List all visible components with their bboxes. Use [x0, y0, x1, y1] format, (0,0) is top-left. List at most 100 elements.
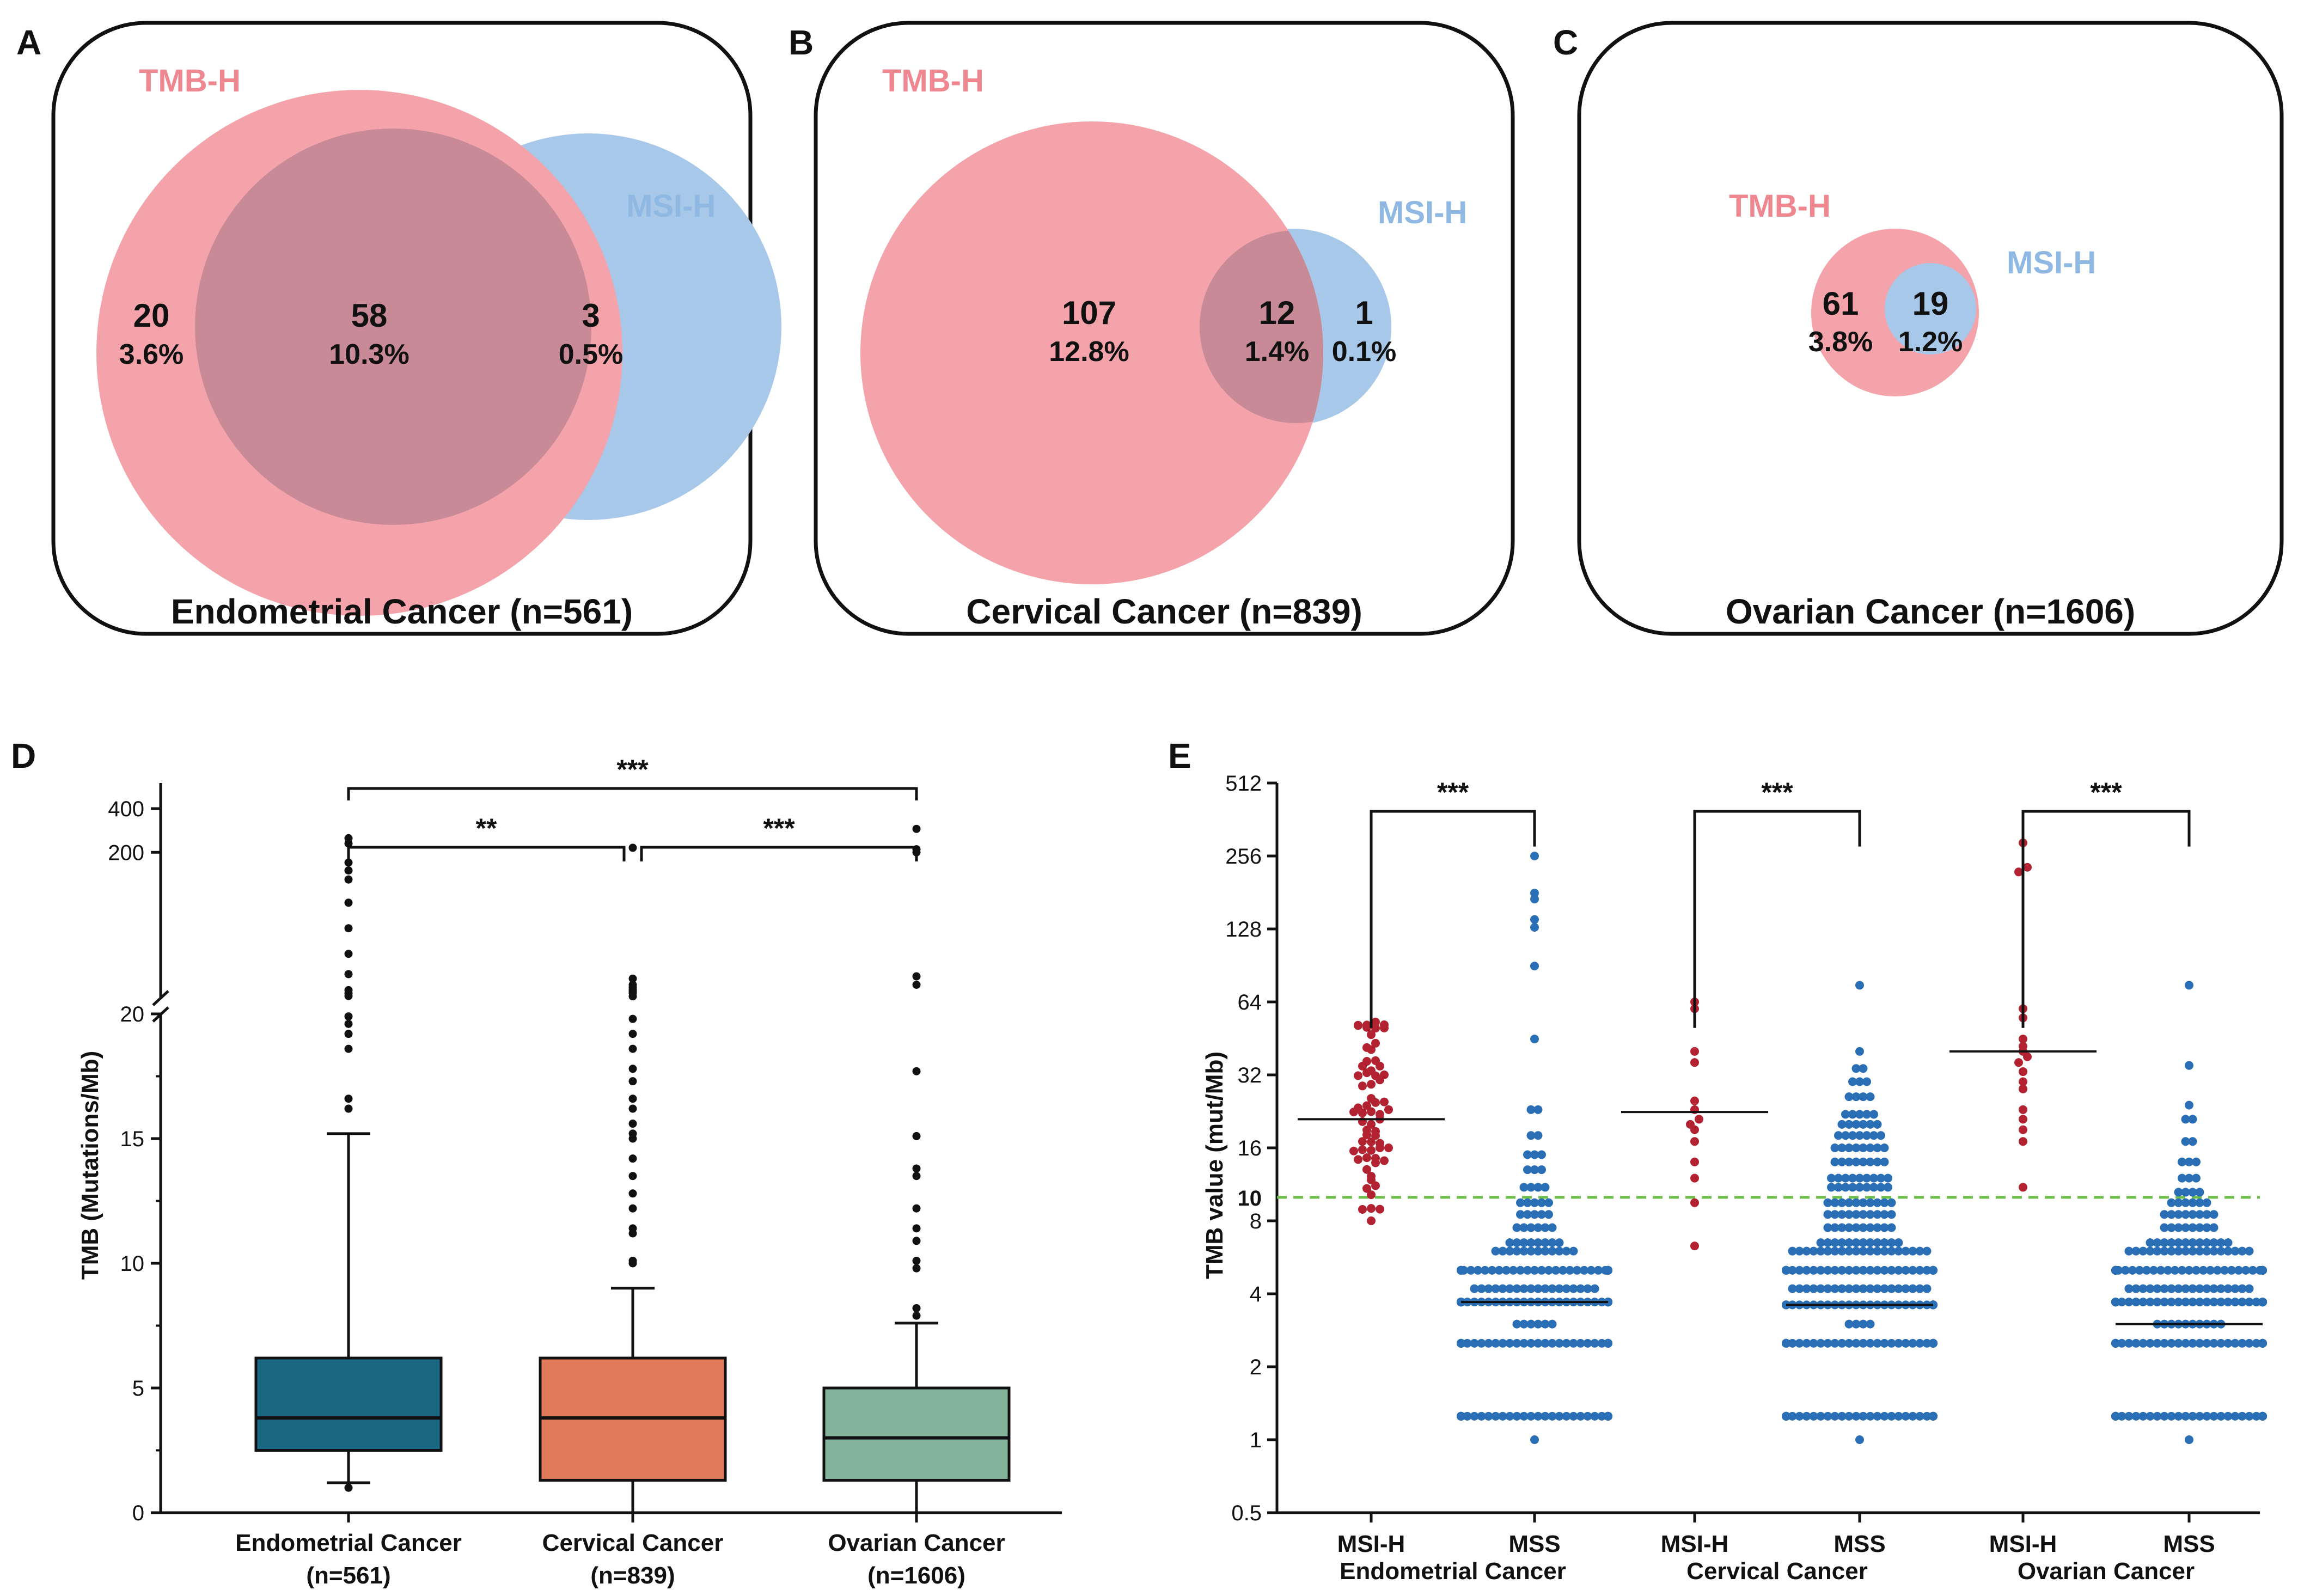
data-point: [1516, 1265, 1525, 1275]
outlier-point: [912, 1224, 921, 1233]
data-point: [1477, 1411, 1486, 1421]
data-point: [1844, 1319, 1854, 1329]
data-point: [1516, 1210, 1525, 1219]
data-point: [1362, 1130, 1371, 1140]
data-point: [2114, 1265, 2123, 1275]
data-point: [2181, 1338, 2190, 1348]
data-point: [1894, 1338, 1903, 1348]
outlier-point: [344, 1030, 353, 1038]
data-point: [2146, 1238, 2155, 1248]
panel-b: B TMB-H MSI-H 107 12.8% 12 1.4% 1 0.1% C…: [789, 21, 1515, 636]
data-point: [1544, 1198, 1553, 1207]
data-point: [1533, 1319, 1543, 1329]
data-point: [1859, 1210, 1868, 1219]
data-point: [1887, 1246, 1896, 1256]
data-point: [2167, 1284, 2176, 1293]
data-point: [2213, 1265, 2222, 1275]
data-point: [1548, 1411, 1557, 1421]
data-point: [2160, 1284, 2169, 1293]
data-point: [1548, 1284, 1557, 1293]
data-point: [2195, 1210, 2204, 1219]
data-point: [1844, 1223, 1854, 1232]
data-point: [1367, 1138, 1376, 1147]
outlier-point: [344, 898, 353, 907]
both-pct-c: 1.2%: [1898, 326, 1963, 358]
data-point: [2138, 1246, 2148, 1256]
data-point: [1915, 1338, 1924, 1348]
data-point: [1844, 1092, 1854, 1102]
data-point: [1690, 1173, 1699, 1183]
data-point: [2195, 1246, 2204, 1256]
data-point: [1354, 1021, 1362, 1030]
significance-label: **: [476, 813, 497, 843]
data-point: [1809, 1246, 1818, 1256]
data-point: [1576, 1338, 1585, 1348]
data-point: [1354, 1155, 1362, 1164]
data-point: [1851, 1144, 1861, 1152]
data-point: [2209, 1338, 2218, 1348]
data-point: [1583, 1284, 1592, 1293]
data-point: [1358, 1061, 1367, 1071]
x-category-n: (n=1606): [867, 1562, 965, 1589]
data-point: [1523, 1198, 1532, 1207]
y-tick-label: 2: [1250, 1355, 1262, 1379]
data-point: [1474, 1265, 1482, 1275]
venn-title-c: Ovarian Cancer (n=1606): [1726, 592, 2135, 631]
data-point: [2258, 1338, 2267, 1348]
data-point: [1884, 1183, 1892, 1192]
outlier-point: [344, 834, 353, 842]
y-tick-label: 1: [1250, 1428, 1262, 1452]
significance-label: ***: [2090, 777, 2122, 808]
data-point: [2223, 1246, 2233, 1256]
data-point: [2238, 1411, 2247, 1421]
outlier-point: [912, 980, 921, 989]
data-point: [1559, 1265, 1567, 1275]
data-point: [1823, 1198, 1832, 1207]
data-point: [1915, 1411, 1924, 1421]
outlier-point: [628, 1154, 637, 1163]
outlier-point: [344, 924, 353, 933]
data-point: [1533, 1223, 1543, 1232]
data-point: [1519, 1246, 1529, 1256]
data-point: [2188, 1246, 2197, 1256]
data-point: [1873, 1144, 1882, 1152]
data-point: [2146, 1246, 2155, 1256]
data-point: [2014, 1058, 2023, 1067]
data-point: [1597, 1338, 1606, 1348]
data-point: [1795, 1338, 1804, 1348]
panel-a: A TMB-H MSI-H 20 3.6% 58 10.3% 3 0.5% En…: [16, 21, 781, 636]
data-point: [2146, 1298, 2155, 1307]
data-point: [1851, 1120, 1861, 1129]
data-point: [1830, 1198, 1839, 1207]
data-point: [1830, 1246, 1839, 1256]
data-point: [1859, 1223, 1868, 1232]
data-point: [1844, 1210, 1854, 1219]
panel-d-outliers: [344, 824, 921, 1492]
data-point: [1548, 1223, 1557, 1232]
data-point: [1526, 1183, 1536, 1192]
data-point: [1573, 1265, 1581, 1275]
data-point: [1512, 1223, 1521, 1232]
data-point: [1583, 1411, 1592, 1421]
data-point: [2146, 1411, 2155, 1421]
data-point: [1851, 1319, 1861, 1329]
data-point: [1929, 1338, 1938, 1348]
data-point: [1470, 1284, 1479, 1293]
data-point: [2216, 1284, 2226, 1293]
data-point: [2230, 1246, 2240, 1256]
data-point: [2241, 1265, 2250, 1275]
outlier-point: [628, 1204, 637, 1213]
data-point: [1380, 1097, 1389, 1106]
data-point: [1537, 1150, 1546, 1159]
outlier-point: [912, 1256, 921, 1265]
data-point: [1880, 1338, 1889, 1348]
significance-label: ***: [616, 754, 649, 785]
data-point: [2230, 1284, 2240, 1293]
data-point: [1526, 1223, 1536, 1232]
data-point: [2216, 1298, 2226, 1307]
data-point: [1463, 1411, 1472, 1421]
outlier-point: [912, 1304, 921, 1312]
data-point: [1866, 1092, 1875, 1102]
data-point: [1530, 923, 1539, 932]
data-point: [2181, 1284, 2190, 1293]
